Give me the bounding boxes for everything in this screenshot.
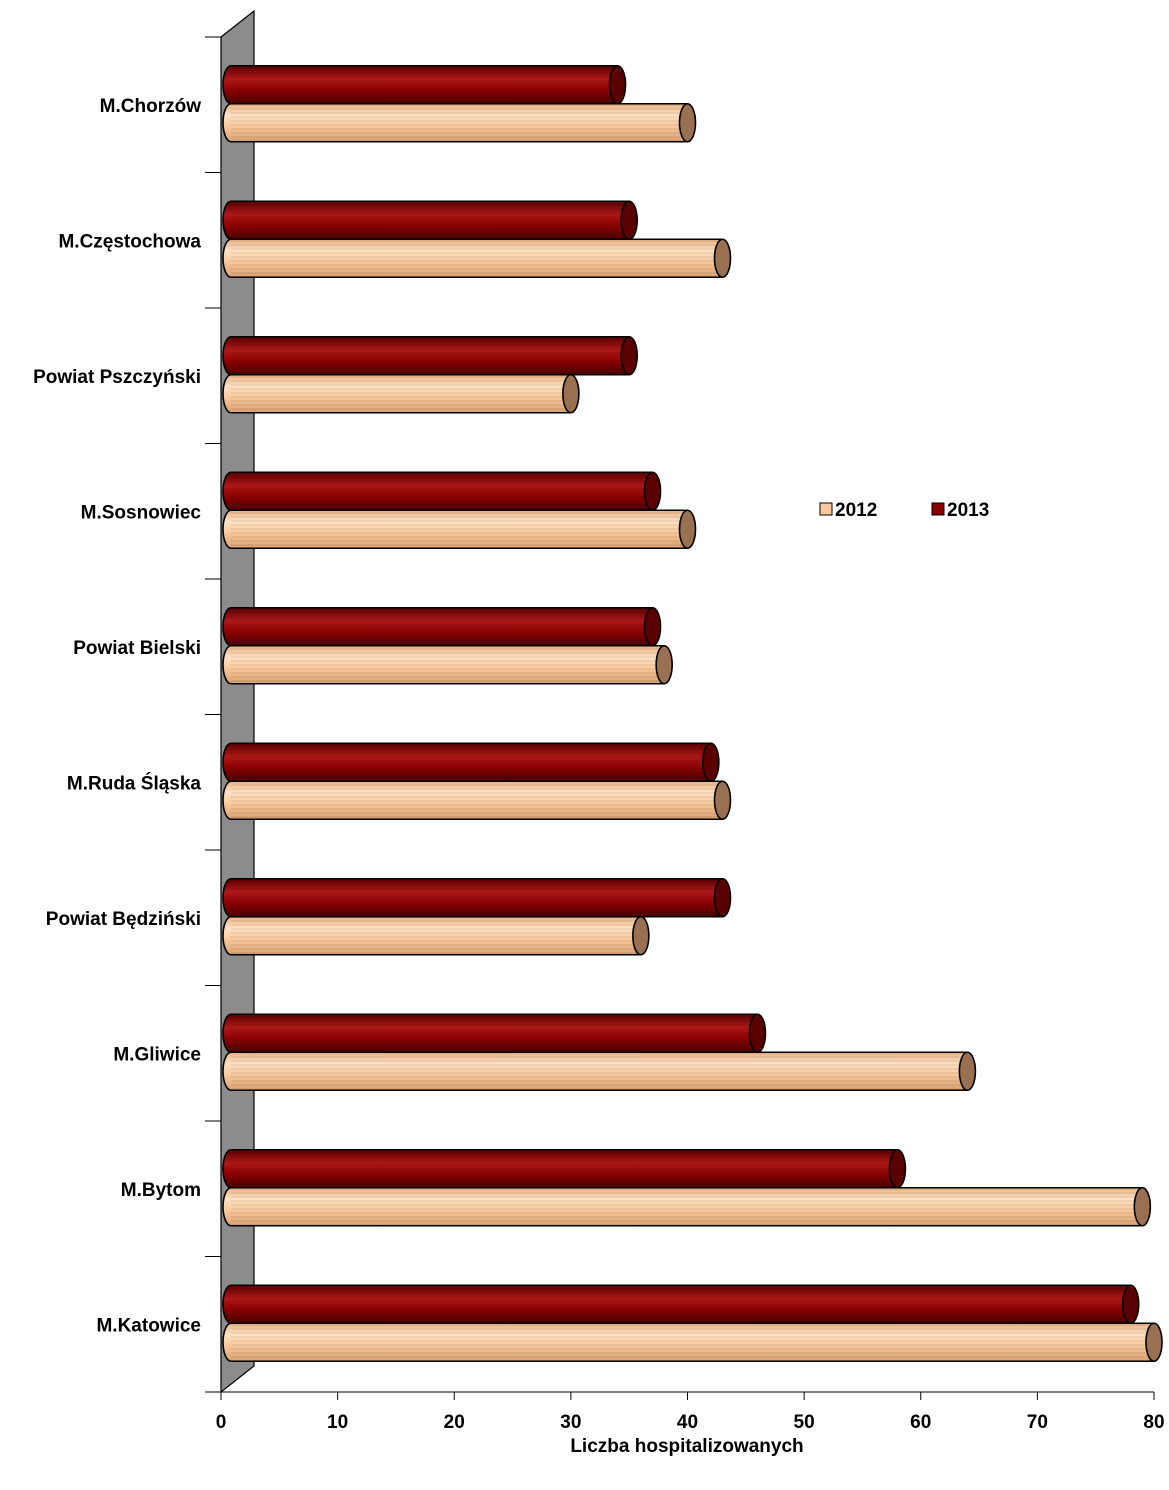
x-tick-label: 40 bbox=[677, 1412, 698, 1433]
bar-2013 bbox=[222, 200, 638, 241]
bar-2012 bbox=[222, 1322, 1163, 1363]
x-axis-title: Liczba hospitalizowanych bbox=[570, 1436, 803, 1457]
legend-label: 2013 bbox=[947, 500, 989, 521]
bar-2012 bbox=[222, 102, 697, 143]
bar-2012 bbox=[222, 238, 732, 279]
category-label: Powiat Pszczyński bbox=[33, 367, 201, 388]
legend-label: 2012 bbox=[835, 500, 877, 521]
bar-2013 bbox=[222, 335, 638, 376]
x-tick-label: 60 bbox=[910, 1412, 931, 1433]
bar-2013 bbox=[222, 1148, 907, 1189]
category-label: M.Gliwice bbox=[113, 1044, 201, 1065]
bar-2013 bbox=[222, 606, 662, 647]
bar-2013 bbox=[222, 471, 662, 512]
x-tick-label: 0 bbox=[216, 1412, 227, 1433]
legend-item-2012: 2012 bbox=[819, 500, 877, 521]
chart-axes bbox=[205, 36, 1155, 1400]
legend-item-2013: 2013 bbox=[931, 500, 989, 521]
bar-2012 bbox=[222, 509, 697, 550]
x-tick-label: 50 bbox=[794, 1412, 815, 1433]
bar-2012 bbox=[222, 1186, 1152, 1227]
category-label: M.Chorzów bbox=[100, 96, 202, 117]
category-label: M.Częstochowa bbox=[58, 231, 201, 252]
bar-2013 bbox=[222, 64, 627, 105]
category-label: M.Ruda Śląska bbox=[67, 772, 202, 794]
bar-2013 bbox=[222, 742, 720, 783]
bar-2012 bbox=[222, 1051, 977, 1092]
category-label: M.Bytom bbox=[121, 1180, 201, 1201]
x-tick-label: 20 bbox=[444, 1412, 465, 1433]
category-label: Powiat Będziński bbox=[46, 909, 201, 930]
bar-2013 bbox=[222, 1013, 767, 1054]
bar-2012 bbox=[222, 915, 650, 956]
bar-2012 bbox=[222, 373, 580, 414]
legend-swatch bbox=[819, 502, 833, 516]
chart-labels: 0 10 20 30 40 50 60 70 80 Liczba hospitalizowanyc… bbox=[33, 96, 1164, 1457]
legend-swatch bbox=[931, 502, 945, 516]
category-label: Powiat Bielski bbox=[73, 638, 201, 659]
bar-2013 bbox=[222, 1284, 1140, 1325]
category-label: M.Katowice bbox=[96, 1315, 201, 1336]
x-tick-label: 80 bbox=[1143, 1412, 1164, 1433]
x-tick-label: 70 bbox=[1027, 1412, 1048, 1433]
bar-2012 bbox=[222, 644, 673, 685]
chart-legend: 2012 2013 bbox=[819, 500, 989, 521]
x-tick-label: 30 bbox=[560, 1412, 581, 1433]
category-label: M.Sosnowiec bbox=[81, 502, 202, 523]
chart-bars bbox=[222, 64, 1163, 1363]
bar-2012 bbox=[222, 780, 732, 821]
x-tick-label: 10 bbox=[327, 1412, 348, 1433]
bar-2013 bbox=[222, 877, 732, 918]
